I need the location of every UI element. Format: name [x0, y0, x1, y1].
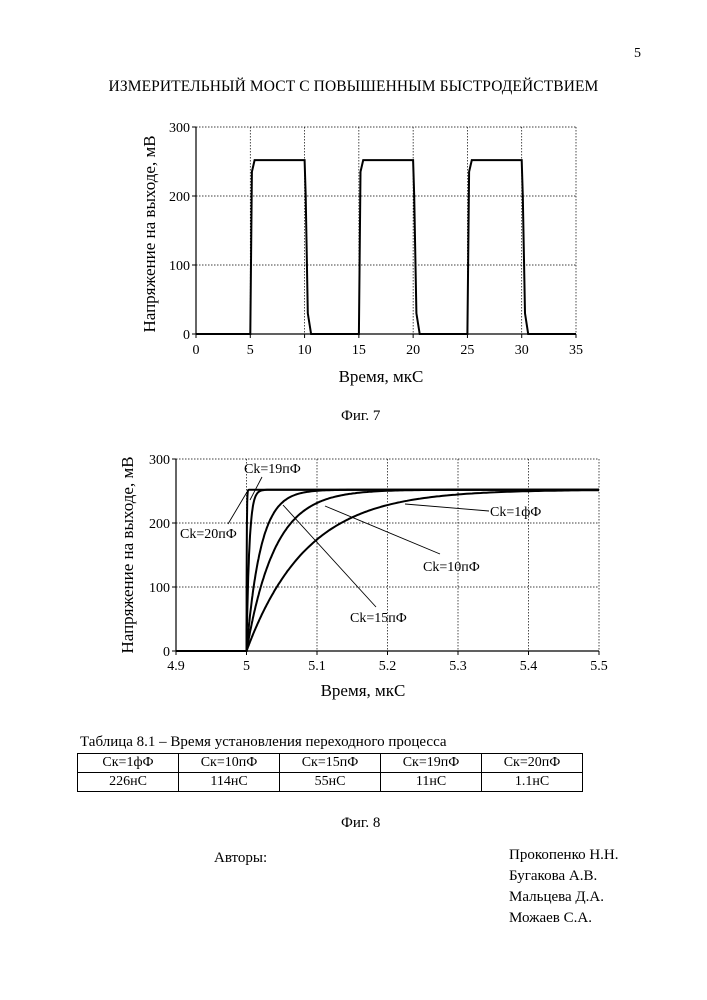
fig7-series	[196, 160, 576, 334]
fig8-chart: 4.955.15.25.35.45.50100200300 Ck=19пФCk=…	[0, 430, 707, 720]
fig7-tick-label-y: 0	[183, 328, 190, 343]
fig8-series-label: Ck=1фФ	[490, 505, 541, 520]
fig7-tick-label-y: 100	[169, 259, 190, 274]
fig7-grid	[196, 127, 576, 334]
fig8-callout-leader	[405, 504, 489, 511]
fig7-y-axis-label: Напряжение на выходе, мВ	[140, 135, 159, 332]
fig8-tick-label-x: 5.4	[520, 659, 538, 674]
fig8-series-label: Ck=15пФ	[350, 611, 407, 626]
fig7-tick-label-x: 0	[193, 343, 200, 358]
fig8-tick-label-y: 200	[149, 517, 170, 532]
fig7-tick-label-x: 5	[247, 343, 254, 358]
table-cell: 114нС	[179, 773, 280, 792]
fig8-tick-label-y: 100	[149, 581, 170, 596]
table-row: 226нС 114нС 55нС 11нС 1.1нС	[78, 773, 583, 792]
author-name: Мальцева Д.А.	[509, 889, 604, 906]
fig7-tick-label-x: 20	[406, 343, 420, 358]
fig8-tick-label-x: 5.3	[449, 659, 467, 674]
fig8-y-axis-label: Напряжение на выходе, мВ	[118, 456, 137, 653]
fig8-series-label: Ck=10пФ	[423, 560, 480, 575]
fig7-tick-label-x: 10	[298, 343, 312, 358]
table-header-cell: Ск=1фФ	[78, 754, 179, 773]
fig7-series-line	[196, 160, 576, 334]
fig8-callout-leader	[325, 506, 440, 554]
fig8-callout-leader	[283, 505, 376, 607]
fig8-tick-label-x: 4.9	[167, 659, 185, 674]
fig7-tick-label-y: 300	[169, 121, 190, 136]
fig8-ticks: 4.9 5 5.1 5.2 5.3 5.4 5.5 0 100 200 300	[149, 453, 608, 674]
fig8-callouts: Ck=19пФ Ck=20пФ Ck=1фФ Ck=10пФ Ck=15пФ	[180, 462, 541, 626]
fig7-caption: Фиг. 7	[341, 408, 380, 425]
table-header-cell: Ск=20пФ	[482, 754, 583, 773]
fig8-series-label: Ck=20пФ	[180, 527, 237, 542]
author-name: Бугакова А.В.	[509, 868, 597, 885]
author-name: Можаев С.А.	[509, 910, 592, 927]
fig8-tick-label-x: 5	[243, 659, 250, 674]
fig8-tick-label-x: 5.1	[308, 659, 326, 674]
table-header-row: Ск=1фФ Ск=10пФ Ск=15пФ Ск=19пФ Ск=20пФ	[78, 754, 583, 773]
fig8-callout-leader	[228, 492, 247, 524]
fig7-ticks: 0 5 10 15 20 25 30 35 0 100 200 300	[169, 121, 583, 358]
table-cell: 11нС	[381, 773, 482, 792]
fig8-tick-label-y: 300	[149, 453, 170, 468]
fig8-tick-label-x: 5.5	[590, 659, 608, 674]
fig8-series-label: Ck=19пФ	[244, 462, 301, 477]
table-header-cell: Ск=15пФ	[280, 754, 381, 773]
table-cell: 55нС	[280, 773, 381, 792]
fig7-tick-label-x: 25	[460, 343, 474, 358]
fig8-x-axis-label: Время, мкС	[321, 681, 406, 700]
author-name: Прокопенко Н.Н.	[509, 847, 619, 864]
table-header-cell: Ск=19пФ	[381, 754, 482, 773]
fig8-tick-label-y: 0	[163, 645, 170, 660]
fig7-tick-label-y: 200	[169, 190, 190, 205]
fig7-tick-label-x: 15	[352, 343, 366, 358]
table-cell: 1.1нС	[482, 773, 583, 792]
table-cell: 226нС	[78, 773, 179, 792]
fig7-tick-label-x: 30	[515, 343, 529, 358]
fig8-tick-label-x: 5.2	[379, 659, 397, 674]
fig7-tick-label-x: 35	[569, 343, 583, 358]
authors-label: Авторы:	[214, 850, 267, 867]
settling-time-table: Ск=1фФ Ск=10пФ Ск=15пФ Ск=19пФ Ск=20пФ 2…	[77, 753, 583, 792]
fig7-x-axis-label: Время, мкС	[339, 367, 424, 386]
table-header-cell: Ск=10пФ	[179, 754, 280, 773]
fig8-caption: Фиг. 8	[341, 815, 380, 832]
table-title: Таблица 8.1 – Время установления переход…	[80, 734, 447, 751]
fig7-chart: 0 5 10 15 20 25 30 35 0 100 200 300 Время, мкС Напр…	[0, 0, 707, 400]
